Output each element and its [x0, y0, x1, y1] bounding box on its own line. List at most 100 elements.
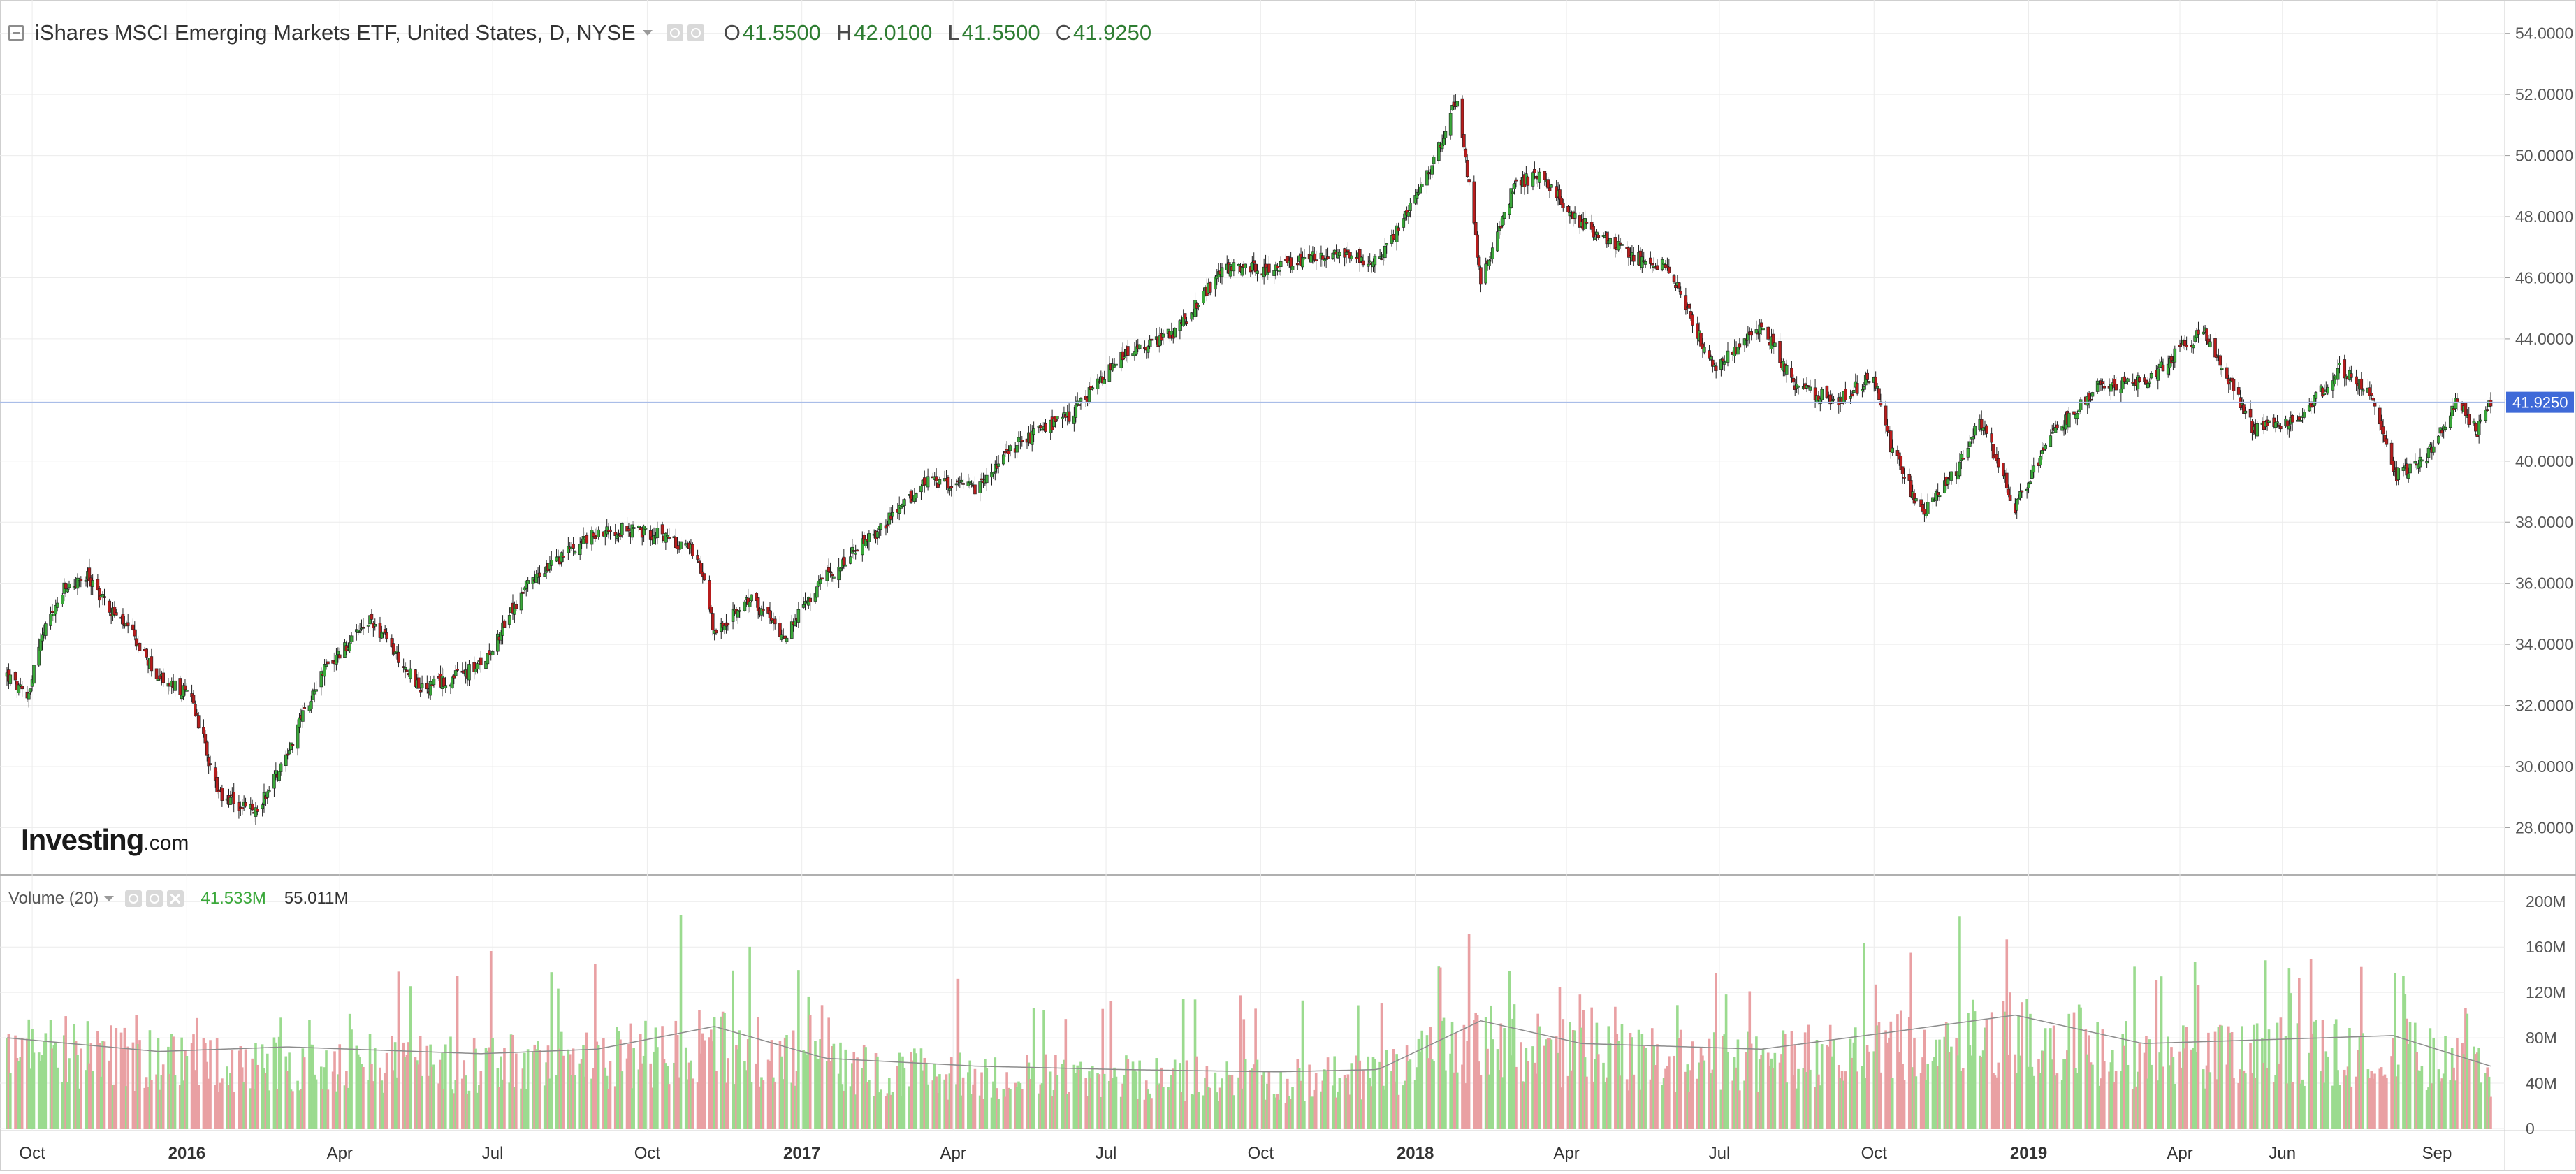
volume-bar	[192, 1034, 195, 1129]
volume-bar	[1109, 1001, 1113, 1129]
close-icon[interactable]	[167, 890, 184, 907]
candle-body	[2448, 415, 2452, 428]
candle-body	[336, 651, 340, 655]
volume-bar	[1535, 1073, 1538, 1129]
volume-bar	[1266, 1083, 1269, 1129]
volume-bar	[1558, 987, 1562, 1129]
volume-bar	[538, 1050, 541, 1129]
volume-bar	[2162, 1066, 2164, 1129]
volume-bar	[2195, 1052, 2198, 1129]
gear-icon[interactable]	[687, 24, 704, 41]
volume-bar	[1849, 1038, 1852, 1129]
volume-bar	[1242, 1019, 1246, 1129]
volume-bar	[1640, 1034, 1644, 1129]
volume-bar	[1136, 1098, 1140, 1129]
volume-bar	[486, 1050, 489, 1129]
volume-bar	[1562, 1019, 1565, 1129]
volume-bar	[1346, 1074, 1350, 1129]
candle-body	[2355, 376, 2358, 385]
volume-bar	[947, 1099, 949, 1129]
volume-bar	[2461, 1043, 2464, 1129]
volume-bar	[2241, 1026, 2243, 1129]
candle-body	[1455, 101, 1460, 107]
candle-body	[91, 580, 94, 587]
volume-bar	[1432, 1061, 1435, 1129]
candle-body	[87, 567, 92, 581]
series-title[interactable]: iShares MSCI Emerging Markets ETF, Unite…	[35, 20, 636, 45]
volume-bar	[1755, 1036, 1758, 1129]
candle-body	[593, 536, 597, 539]
volume-bar	[2111, 1050, 2114, 1129]
volume-bar	[1726, 1052, 1729, 1129]
candle-body	[2267, 420, 2271, 423]
candle-body	[914, 493, 918, 499]
volume-bar	[232, 1092, 235, 1129]
caret-down-icon[interactable]	[104, 896, 115, 901]
candle-body	[2015, 498, 2019, 511]
volume-bar	[1123, 1075, 1126, 1129]
volume-bar	[303, 1057, 306, 1129]
x-tick-label: Sep	[2422, 1144, 2452, 1163]
candle-body	[1649, 257, 1652, 264]
volume-bar	[2148, 1039, 2151, 1129]
volume-bar	[1218, 1087, 1222, 1129]
candle-body	[543, 573, 546, 577]
x-tick-label: 2017	[783, 1144, 820, 1163]
volume-bar	[2055, 1073, 2059, 1129]
volume-bar	[1498, 1070, 1501, 1129]
candle-body	[55, 602, 59, 608]
volume-bar	[1960, 1070, 1963, 1129]
investing-logo: Investing.com	[21, 823, 189, 856]
volume-bar	[2286, 1083, 2289, 1129]
volume-title[interactable]: Volume (20)	[8, 889, 99, 908]
volume-bar	[1276, 1094, 1279, 1129]
candle-body	[2119, 389, 2123, 393]
volume-bar	[2160, 976, 2163, 1129]
volume-bar	[1909, 952, 1912, 1129]
volume-bar	[1348, 1094, 1351, 1129]
volume-bar	[641, 1063, 643, 1129]
volume-bar	[1225, 1061, 1229, 1129]
volume-bar	[1515, 1066, 1518, 1129]
eye-icon[interactable]	[125, 890, 143, 907]
volume-bar	[1476, 1015, 1479, 1129]
volume-bar	[444, 1044, 447, 1129]
candle-body	[2326, 386, 2329, 394]
volume-bar	[2346, 1066, 2350, 1129]
volume-bar	[1256, 1059, 1259, 1129]
volume-bar	[797, 970, 800, 1129]
candle-body	[521, 591, 525, 594]
volume-bar	[244, 1049, 247, 1129]
volume-bar	[17, 1061, 20, 1129]
candle-body	[228, 797, 233, 805]
x-tick-label: Apr	[2167, 1144, 2192, 1163]
volume-bar	[819, 1039, 822, 1129]
volume-bar	[2279, 1017, 2283, 1129]
candle-body	[2359, 378, 2364, 390]
volume-bar	[851, 1063, 854, 1129]
candle-body	[1295, 263, 1300, 266]
volume-bar	[2156, 1080, 2160, 1129]
volume-bar	[2220, 1025, 2223, 1129]
collapse-square-icon[interactable]	[8, 25, 24, 41]
volume-bar	[1289, 1099, 1293, 1129]
candle-body	[926, 476, 930, 488]
caret-down-icon[interactable]	[642, 30, 653, 36]
volume-bar	[1180, 1092, 1184, 1129]
volume-bar	[2266, 1068, 2269, 1129]
volume-bar	[1573, 1030, 1576, 1129]
eye-icon[interactable]	[666, 24, 683, 41]
candle-body	[18, 684, 22, 687]
candle-body	[1592, 226, 1595, 238]
candle-body	[2039, 456, 2042, 466]
candle-body	[572, 544, 575, 549]
volume-bar	[2390, 1056, 2393, 1129]
volume-bar	[1814, 1087, 1817, 1129]
candle-body	[897, 505, 901, 514]
gear-icon[interactable]	[146, 890, 163, 907]
volume-bar	[1828, 1024, 1832, 1129]
volume-bar	[1886, 1042, 1889, 1129]
volume-bar	[829, 1061, 832, 1129]
candle-body	[1546, 179, 1550, 189]
